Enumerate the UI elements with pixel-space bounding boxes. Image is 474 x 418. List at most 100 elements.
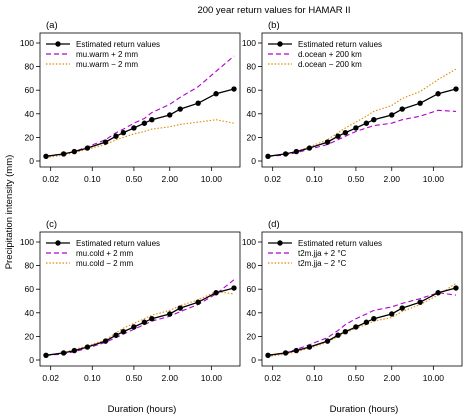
panel-label: (d) (268, 219, 280, 230)
data-point (324, 338, 331, 344)
panel-4: 0 20 40 60 80 100 0.02 0.10 0.50 2.00 10.00 (d) Esti… (242, 219, 463, 383)
data-point (102, 338, 109, 344)
data-point (231, 285, 237, 291)
data-point (389, 311, 395, 317)
legend-entry: Estimated return values (298, 40, 382, 49)
x-tick-label: 0.02 (264, 174, 281, 184)
y-tick-label: 80 (247, 62, 257, 72)
legend-entry: d.ocean + 200 km (298, 50, 362, 59)
figure-title: 200 year return values for HAMAR II (197, 5, 350, 16)
data-point (293, 148, 300, 155)
data-point (353, 324, 359, 330)
data-point (293, 347, 300, 354)
data-point (113, 332, 119, 338)
series-line-dotted (45, 291, 235, 356)
legend-entry: t2m.jja + 2 °C (298, 249, 347, 258)
data-point (167, 311, 173, 317)
y-tick-label: 0 (29, 156, 34, 166)
x-tick-label: 0.02 (264, 373, 281, 383)
y-tick-label: 80 (25, 261, 35, 271)
y-tick-label: 100 (20, 38, 34, 48)
x-tick-label: 2.00 (161, 174, 178, 184)
data-point (335, 332, 341, 338)
y-tick-label: 100 (242, 38, 256, 48)
series-line-dashed (267, 292, 457, 356)
y-axis-label: Precipitation intensity (mm) (4, 155, 15, 270)
legend-marker (55, 41, 61, 47)
data-point (213, 290, 219, 296)
data-point (324, 139, 331, 145)
legend-entry: Estimated return values (76, 239, 160, 248)
data-point (282, 350, 289, 356)
x-tick-label: 2.00 (161, 373, 178, 383)
x-tick-label: 10.00 (201, 174, 223, 184)
series-line-dotted (267, 282, 457, 358)
data-point (71, 148, 78, 155)
plot-frame (39, 231, 241, 367)
data-point (417, 100, 423, 106)
legend-entry: Estimated return values (76, 40, 160, 49)
data-point (195, 100, 201, 106)
x-tick-label: 10.00 (201, 373, 223, 383)
data-point (141, 120, 148, 126)
series-line-dashed (45, 55, 235, 157)
data-point (363, 120, 370, 126)
panel-3: 0 20 40 60 80 100 0.02 0.10 0.50 2.00 10.00 (c) Esti… (20, 219, 241, 383)
y-tick-label: 60 (247, 284, 257, 294)
data-point (282, 151, 289, 157)
data-point (177, 305, 183, 311)
panel-label: (a) (46, 20, 58, 31)
y-tick-label: 0 (251, 355, 256, 365)
data-point (213, 91, 219, 97)
x-tick-label: 0.50 (126, 174, 143, 184)
y-tick-label: 20 (247, 132, 257, 142)
y-tick-label: 20 (25, 132, 35, 142)
data-point (102, 139, 109, 145)
data-point (113, 133, 119, 139)
data-point (453, 285, 459, 291)
y-tick-label: 100 (242, 237, 256, 247)
data-point (60, 350, 67, 356)
x-tick-label: 0.50 (348, 174, 365, 184)
data-point (399, 305, 405, 311)
x-tick-label: 0.50 (348, 373, 365, 383)
data-point (60, 151, 67, 157)
data-point (177, 106, 183, 112)
data-point (265, 352, 271, 358)
data-point (231, 86, 237, 92)
x-tick-label: 0.10 (306, 174, 323, 184)
legend-entry: mu.warm − 2 mm (76, 60, 138, 69)
legend-entry: mu.cold + 2 mm (76, 249, 133, 258)
y-tick-label: 80 (25, 62, 35, 72)
y-tick-label: 40 (25, 109, 35, 119)
data-point (131, 125, 137, 131)
x-tick-label: 10.00 (423, 373, 445, 383)
x-tick-label: 0.10 (84, 373, 101, 383)
data-point (149, 117, 155, 123)
data-point (120, 129, 127, 136)
x-tick-label: 0.10 (84, 174, 101, 184)
y-tick-label: 0 (29, 355, 34, 365)
data-point (141, 319, 148, 325)
legend-entry: mu.cold − 2 mm (76, 259, 133, 268)
legend-marker (55, 240, 61, 246)
x-tick-label: 0.50 (126, 373, 143, 383)
legend-entry: t2m.jja − 2 °C (298, 259, 347, 268)
data-point (84, 344, 91, 350)
data-point (43, 352, 49, 358)
data-point (363, 319, 370, 325)
x-tick-label: 2.00 (383, 373, 400, 383)
series-line-dashed (267, 109, 457, 157)
data-point (195, 299, 201, 305)
panel-1: 0 20 40 60 80 100 0.02 0.10 0.50 2.00 10.00 (a) Esti… (20, 20, 241, 184)
panel-2: 0 20 40 60 80 100 0.02 0.10 0.50 2.00 10.00 (b) Esti… (242, 20, 463, 184)
y-tick-label: 60 (247, 85, 257, 95)
data-point (435, 91, 441, 97)
series-line-points-line (267, 287, 457, 356)
series-line-dotted (267, 68, 457, 157)
panels: 0 20 40 60 80 100 0.02 0.10 0.50 2.00 10.00 (a) Esti… (20, 20, 463, 383)
data-point (71, 347, 78, 354)
panel-label: (b) (268, 20, 280, 31)
x-axis-label-left: Duration (hours) (108, 404, 177, 415)
